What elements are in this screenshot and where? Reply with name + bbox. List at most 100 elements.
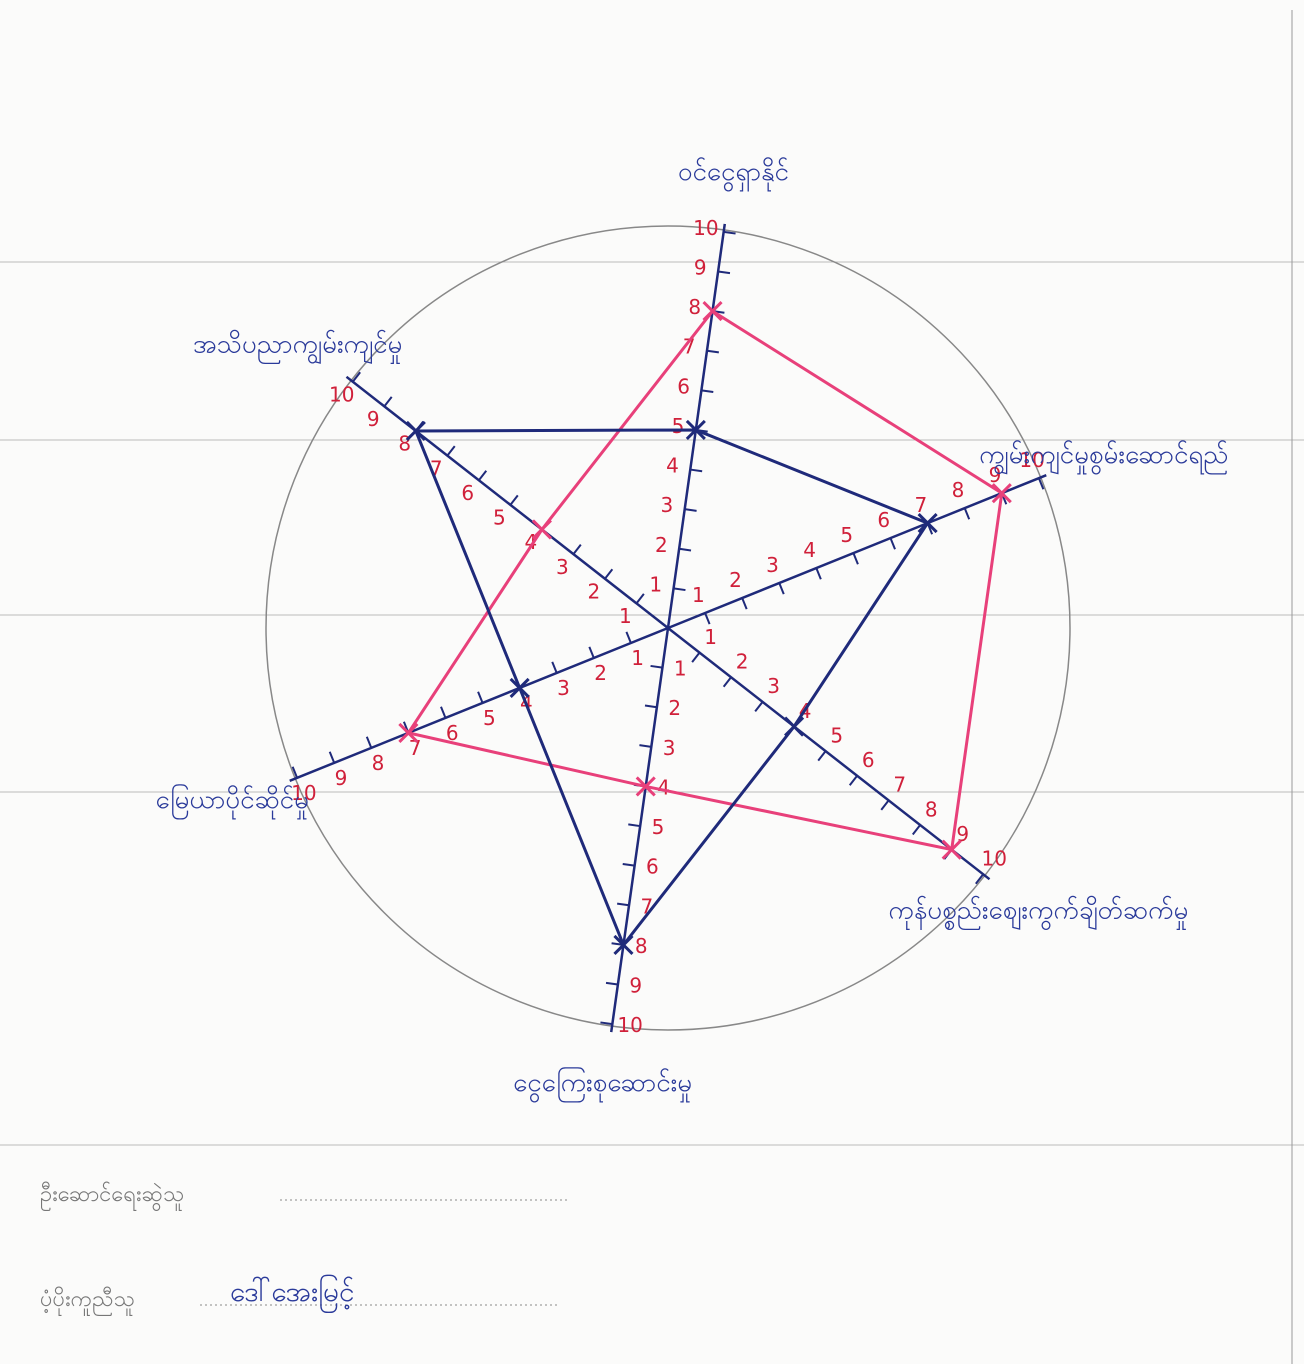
tick-label: 2 (668, 696, 681, 720)
tick-mark (691, 652, 701, 663)
tick-label: 5 (493, 506, 506, 530)
tick-mark (701, 389, 714, 393)
tick-mark (722, 676, 732, 688)
tick-label: 9 (335, 766, 348, 790)
tick-label: 9 (694, 255, 707, 279)
tick-label: 6 (877, 508, 890, 532)
tick-mark (911, 824, 921, 836)
tick-mark (741, 597, 748, 610)
tick-mark (754, 701, 764, 712)
tick-label: 5 (483, 706, 496, 730)
point-marker (531, 519, 552, 540)
tick-mark (889, 537, 896, 550)
tick-label: 4 (666, 454, 679, 478)
tick-mark (706, 349, 719, 354)
point-marker (405, 420, 426, 442)
tick-label: 2 (655, 533, 668, 557)
axis-label: အသိပညာကျွမ်းကျင်မှု (193, 328, 403, 365)
tick-label: 8 (398, 432, 411, 456)
tick-label: 3 (767, 674, 780, 698)
tick-mark (717, 270, 731, 275)
tick-label: 7 (893, 773, 906, 797)
tick-mark (383, 396, 393, 407)
tick-mark (605, 981, 619, 986)
tick-label: 5 (830, 723, 843, 747)
tick-label: 3 (766, 553, 779, 577)
tick-label: 10 (329, 382, 354, 406)
point-marker (509, 677, 530, 698)
tick-label: 6 (677, 374, 690, 398)
tick-mark (477, 691, 484, 704)
tick-mark (723, 230, 736, 235)
tick-label: 1 (674, 657, 687, 681)
tick-label: 7 (915, 493, 928, 517)
tick-mark (509, 494, 519, 506)
tick-mark (628, 823, 641, 828)
tick-mark (848, 775, 858, 786)
axis-line (667, 474, 1047, 630)
tick-mark (852, 552, 859, 565)
tick-label: 3 (661, 493, 674, 517)
tick-label: 2 (588, 579, 601, 603)
axis-line (666, 223, 727, 629)
tick-label: 10 (982, 847, 1007, 871)
tick-label: 10 (1019, 448, 1044, 472)
tick-mark (975, 873, 984, 885)
axis-line (345, 375, 669, 629)
tick-label: 6 (646, 855, 659, 879)
tick-mark (625, 631, 632, 644)
tick-mark (446, 445, 456, 457)
tick-label: 4 (657, 775, 670, 799)
point-marker (635, 776, 656, 797)
tick-label: 1 (619, 604, 632, 628)
series-polygon (405, 309, 1004, 852)
tick-label: 10 (291, 781, 316, 805)
tick-label: 8 (952, 478, 965, 502)
point-marker (702, 301, 723, 322)
tick-mark (704, 612, 711, 625)
point-marker (398, 722, 419, 743)
tick-mark (690, 468, 703, 473)
tick-label: 1 (692, 583, 705, 607)
tick-label: 4 (803, 538, 816, 562)
footer-label: ပံ့ပိုးကူညီသူ (40, 1286, 135, 1316)
tick-label: 8 (372, 751, 385, 775)
tick-label: 1 (631, 646, 644, 670)
tick-label: 9 (629, 974, 642, 998)
tick-mark (880, 799, 890, 811)
tick-mark (1037, 477, 1045, 490)
tick-mark (617, 902, 630, 907)
tick-mark (815, 567, 822, 580)
tick-mark (778, 582, 785, 595)
tick-label: 2 (594, 661, 607, 685)
tick-label: 8 (925, 797, 938, 821)
tick-label: 7 (683, 335, 696, 359)
tick-label: 5 (840, 523, 853, 547)
axis-label: မြေယာပိုင်ဆိုင်မှု (156, 782, 310, 820)
point-marker (917, 513, 938, 534)
axis-line (289, 626, 669, 782)
tick-mark (365, 736, 373, 749)
tick-label: 10 (617, 1013, 642, 1037)
tick-mark (639, 744, 652, 748)
tick-mark (650, 664, 663, 669)
tick-label: 9 (989, 463, 1002, 487)
tick-mark (817, 750, 827, 762)
axis-label: ကုန်ပစ္စည်းစျေးကွက်ချိတ်ဆက်မှု (888, 895, 1188, 931)
tick-mark (572, 544, 582, 555)
point-marker (685, 419, 706, 441)
tick-mark (604, 568, 614, 580)
tick-mark (291, 766, 299, 779)
axis-line (609, 627, 670, 1033)
footer-label: ဦးဆောင်ရေးဆွဲသူ (40, 1181, 184, 1212)
tick-label: 3 (557, 676, 570, 700)
tick-label: 2 (729, 568, 742, 592)
tick-label: 6 (461, 481, 474, 505)
axis-label: ငွေကြေးစုဆောင်းမှု (513, 1065, 692, 1103)
tick-label: 6 (862, 748, 875, 772)
tick-mark (635, 593, 645, 604)
axis-line (667, 627, 991, 881)
axis-label: ကျွမ်းကျင်မှုစွမ်းဆောင်ရည် (979, 439, 1228, 476)
axis-label: ဝင်ငွေရှာနိုင် (678, 156, 789, 192)
